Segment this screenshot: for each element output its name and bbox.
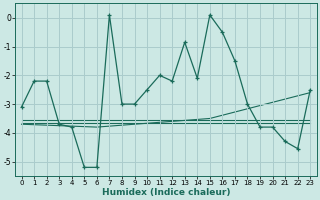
X-axis label: Humidex (Indice chaleur): Humidex (Indice chaleur) xyxy=(102,188,230,197)
